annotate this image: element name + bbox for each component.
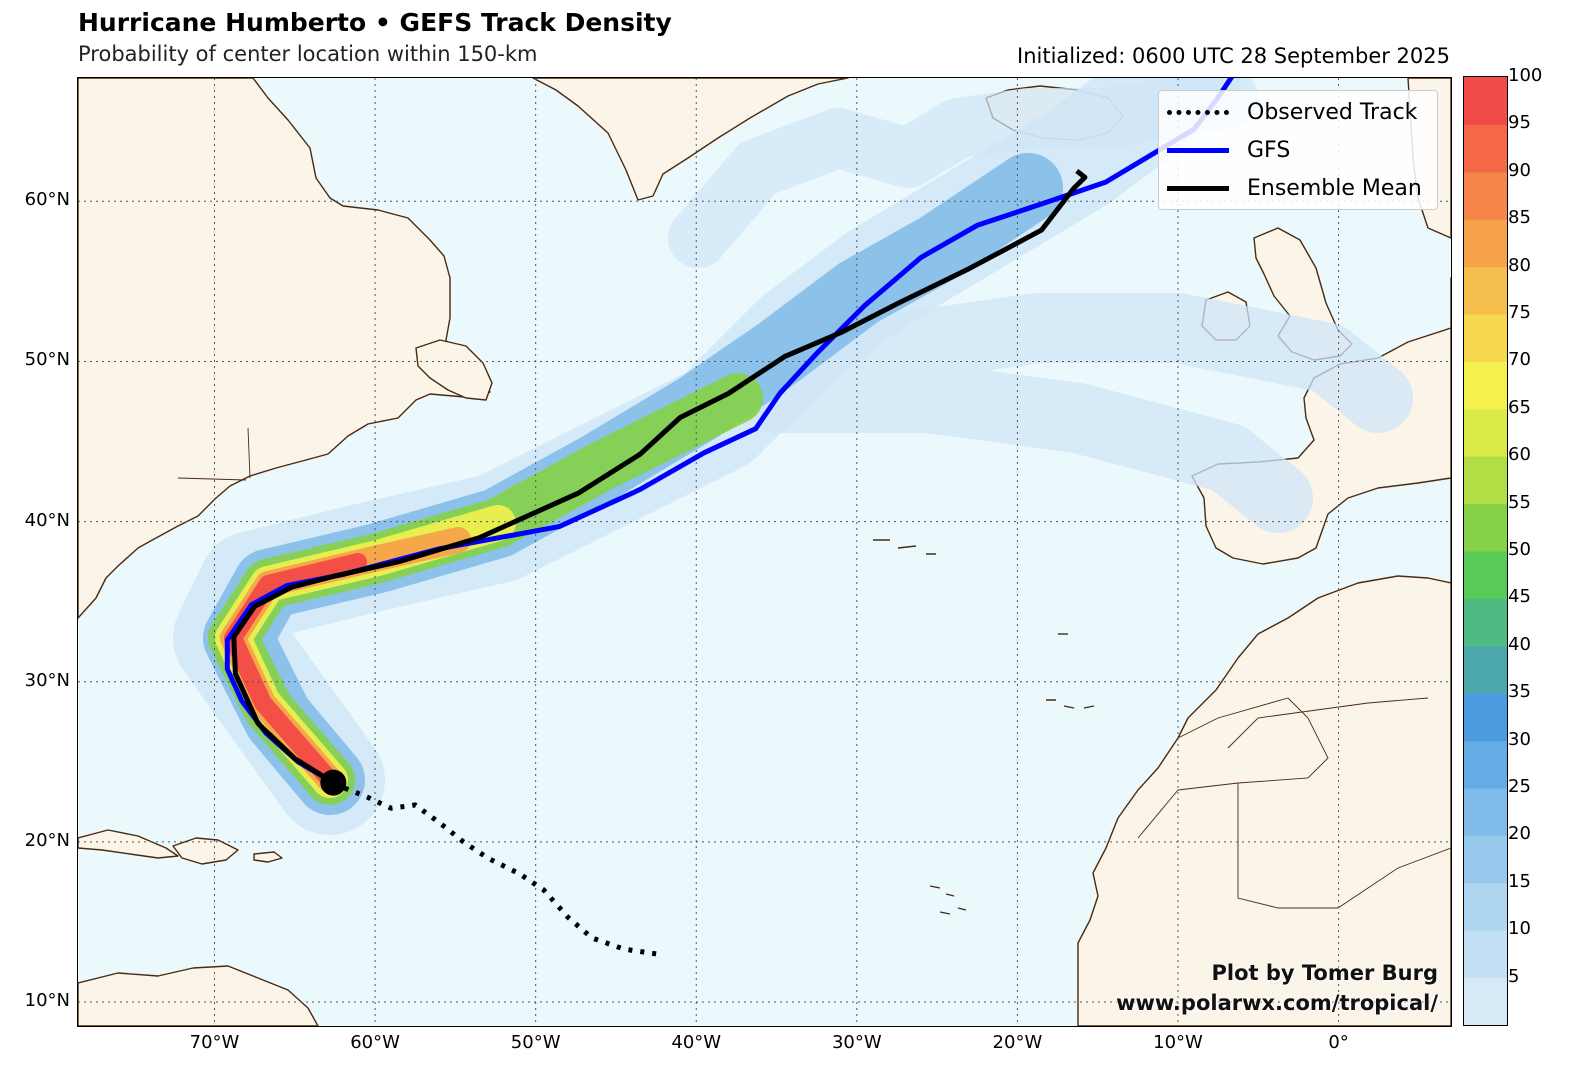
borders [177, 427, 1451, 909]
graticule [78, 78, 1451, 1026]
map-canvas [78, 78, 1451, 1026]
gfs-track-line [224, 78, 1235, 785]
greenland [532, 78, 849, 201]
lon-label: 0° [1328, 1032, 1349, 1053]
colorbar-tick: 50 [1508, 539, 1531, 560]
africa [1077, 575, 1451, 1026]
chart-subtitle: Probability of center location within 15… [78, 42, 538, 66]
colorbar-segment [1464, 551, 1507, 599]
legend-swatch-mean [1167, 185, 1229, 191]
colorbar-tick: 5 [1508, 965, 1520, 987]
colorbar-tick: 30 [1508, 728, 1531, 750]
lon-label: 10°W [1153, 1032, 1203, 1053]
credit-url[interactable]: www.polarwx.com/tropical/ [1116, 991, 1438, 1015]
colorbar-segment [1464, 930, 1507, 979]
ensemble-mean-track-line [231, 168, 1088, 785]
legend-label: Ensemble Mean [1247, 175, 1422, 201]
colorbar-tick: 70 [1508, 349, 1531, 371]
colorbar-segment [1464, 361, 1507, 410]
azores [873, 539, 936, 555]
cape-verde [929, 885, 967, 915]
colorbar-tick: 15 [1508, 870, 1531, 892]
lat-label: 40°N [24, 509, 70, 531]
colorbar-segment [1464, 503, 1507, 552]
colorbar-tick: 25 [1508, 776, 1531, 797]
track-legend: Observed Track GFS Ensemble Mean [1158, 90, 1438, 210]
colorbar-tick: 75 [1508, 302, 1531, 323]
colorbar-tick: 20 [1508, 823, 1531, 845]
colorbar-segment [1464, 740, 1507, 789]
legend-label: Observed Track [1247, 99, 1418, 125]
colorbar-tick: 80 [1508, 254, 1531, 276]
chart-title: Hurricane Humberto • GEFS Track Density [78, 8, 672, 37]
colorbar-tick: 45 [1508, 586, 1531, 608]
colorbar-segment [1464, 124, 1507, 173]
legend-swatch-observed [1167, 109, 1229, 115]
colorbar-segment [1464, 171, 1507, 220]
colorbar-segment [1464, 788, 1507, 836]
lon-label: 70°W [189, 1032, 240, 1053]
lat-label: 10°N [24, 989, 70, 1011]
lat-label: 60°N [24, 189, 70, 211]
credit-author: Plot by Tomer Burg [1211, 961, 1439, 985]
colorbar-segment [1464, 693, 1507, 742]
lon-label: 50°W [510, 1032, 561, 1053]
puerto-rico [253, 851, 283, 863]
lat-label: 20°N [24, 829, 70, 851]
init-time: Initialized: 0600 UTC 28 September 2025 [1017, 44, 1450, 68]
south-america [78, 965, 319, 1026]
legend-item-gfs: GFS [1167, 133, 1290, 167]
colorbar-segment [1464, 219, 1507, 268]
lon-label: 30°W [831, 1032, 882, 1053]
colorbar-tick: 10 [1508, 918, 1531, 940]
colorbar-segment [1464, 408, 1507, 457]
colorbar-tick: 35 [1508, 681, 1531, 703]
legend-item-observed: Observed Track [1167, 95, 1417, 129]
newfoundland [415, 339, 493, 401]
colorbar-segment [1464, 598, 1507, 647]
colorbar-segment [1464, 645, 1507, 694]
map-panel[interactable] [77, 77, 1452, 1027]
lon-label: 40°W [671, 1032, 722, 1053]
colorbar-segment [1464, 835, 1507, 884]
colorbar-tick: 85 [1508, 207, 1531, 229]
colorbar-segment [1464, 977, 1507, 1025]
lon-label: 60°W [350, 1032, 400, 1053]
colorbar-segment [1464, 266, 1507, 315]
north-america [78, 78, 491, 619]
colorbar-tick: 55 [1508, 491, 1531, 513]
density-band-loop [668, 78, 1258, 268]
colorbar-tick: 95 [1508, 112, 1531, 134]
lat-label: 50°N [24, 349, 70, 371]
colorbar-segment [1464, 314, 1507, 362]
canary-islands [1046, 699, 1095, 709]
colorbar-segment [1464, 456, 1507, 505]
colorbar-segment [1464, 77, 1507, 125]
colorbar-tick: 100 [1508, 65, 1543, 86]
storm-center-marker [320, 769, 347, 796]
legend-swatch-gfs [1167, 147, 1229, 153]
density-band-euro [743, 293, 1413, 533]
colorbar-tick: 90 [1508, 159, 1531, 181]
lat-label: 30°N [24, 669, 70, 691]
lon-label: 20°W [992, 1032, 1043, 1053]
colorbar-segment [1464, 882, 1507, 931]
plot-credit: Plot by Tomer Burg www.polarwx.com/tropi… [1116, 958, 1438, 1018]
hispaniola [172, 837, 239, 865]
colorbar-tick: 60 [1508, 444, 1531, 466]
probability-colorbar [1463, 76, 1508, 1026]
legend-item-ensemble-mean: Ensemble Mean [1167, 171, 1422, 205]
cuba [78, 829, 179, 859]
legend-label: GFS [1247, 137, 1291, 163]
colorbar-tick: 40 [1508, 633, 1531, 655]
colorbar-tick: 65 [1508, 396, 1531, 418]
